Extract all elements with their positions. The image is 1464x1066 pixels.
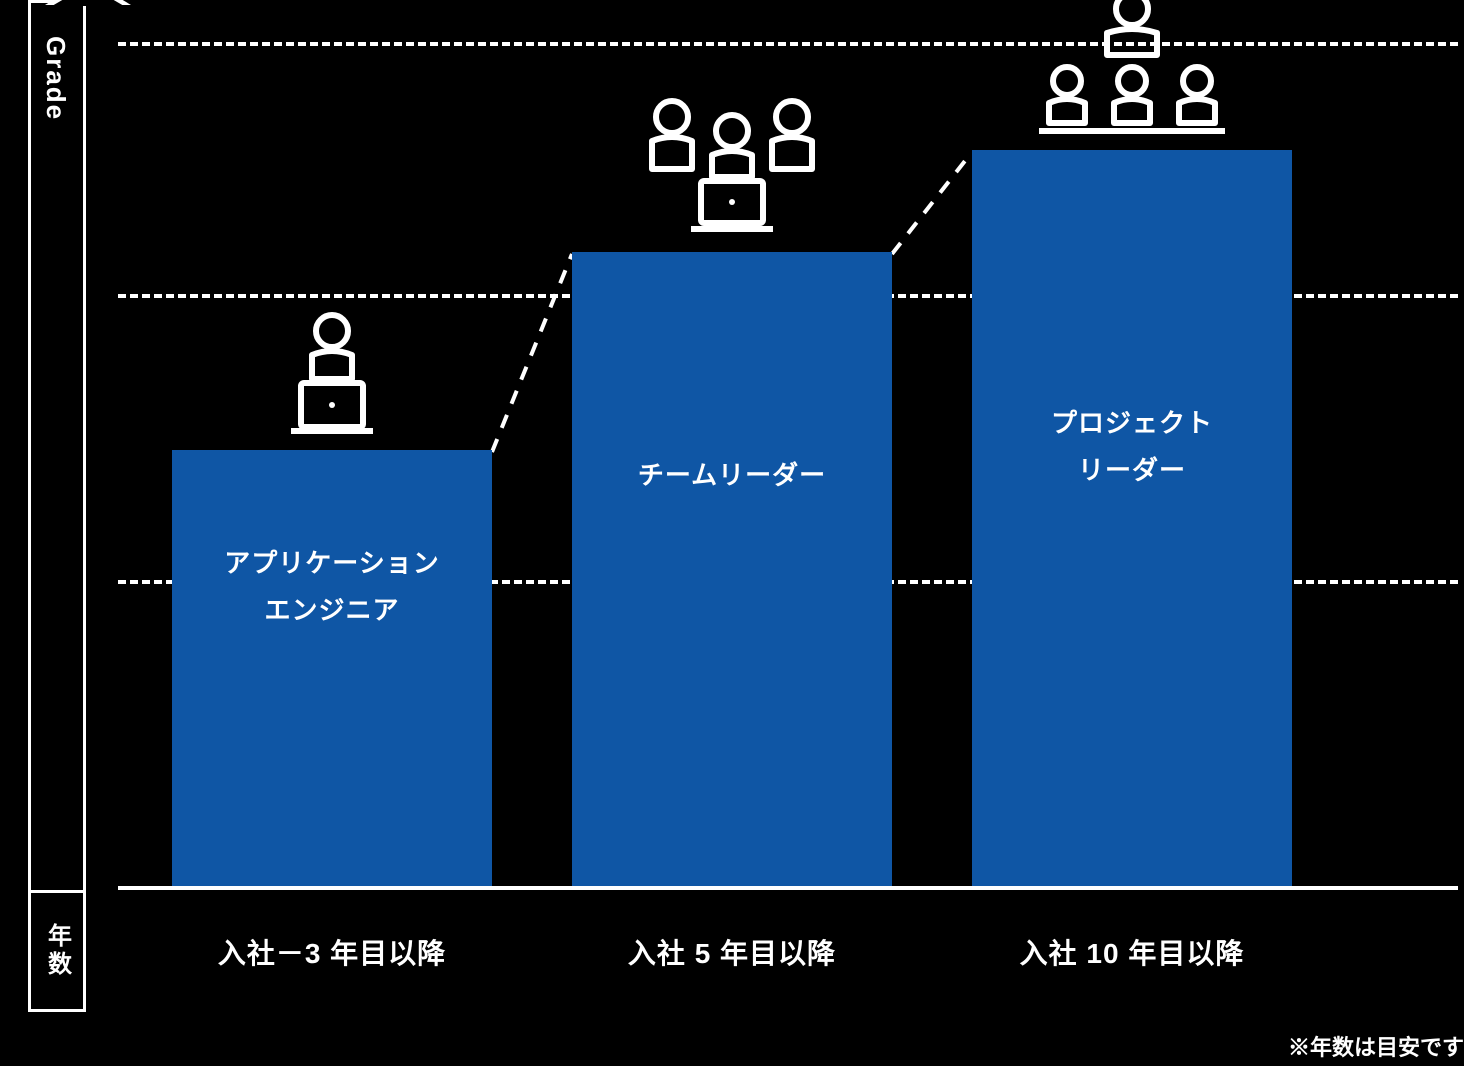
y-axis (28, 0, 86, 890)
leader-team-icon (1027, 0, 1237, 144)
single-person-icon (277, 309, 387, 444)
x-category: 入社 5 年目以降 (628, 932, 836, 972)
bar-label: アプリケーション エンジニア (224, 540, 439, 634)
bar-project-leader: プロジェクト リーダー (972, 150, 1292, 886)
bar-label: プロジェクト リーダー (1051, 400, 1213, 494)
career-grade-chart: Grade 年数 アプリケーション エンジニア チームリーダー プロジェクト リ (0, 0, 1464, 1066)
plot-area: アプリケーション エンジニア チームリーダー プロジェクト リーダー (118, 0, 1458, 890)
bar-app-engineer: アプリケーション エンジニア (172, 450, 492, 886)
team-icon (627, 91, 837, 246)
x-axis-corner: 年数 (28, 890, 86, 1012)
bar-label: チームリーダー (638, 452, 826, 499)
x-category: 入社－3 年目以降 (218, 932, 446, 972)
x-category: 入社 10 年目以降 (1020, 932, 1245, 972)
x-axis-label: 年数 (40, 923, 75, 979)
footnote: ※年数は目安です (1288, 1030, 1464, 1062)
bar-team-leader: チームリーダー (572, 252, 892, 886)
y-axis-label: Grade (40, 36, 71, 121)
x-axis-categories: 入社－3 年目以降 入社 5 年目以降 入社 10 年目以降 (118, 914, 1458, 994)
